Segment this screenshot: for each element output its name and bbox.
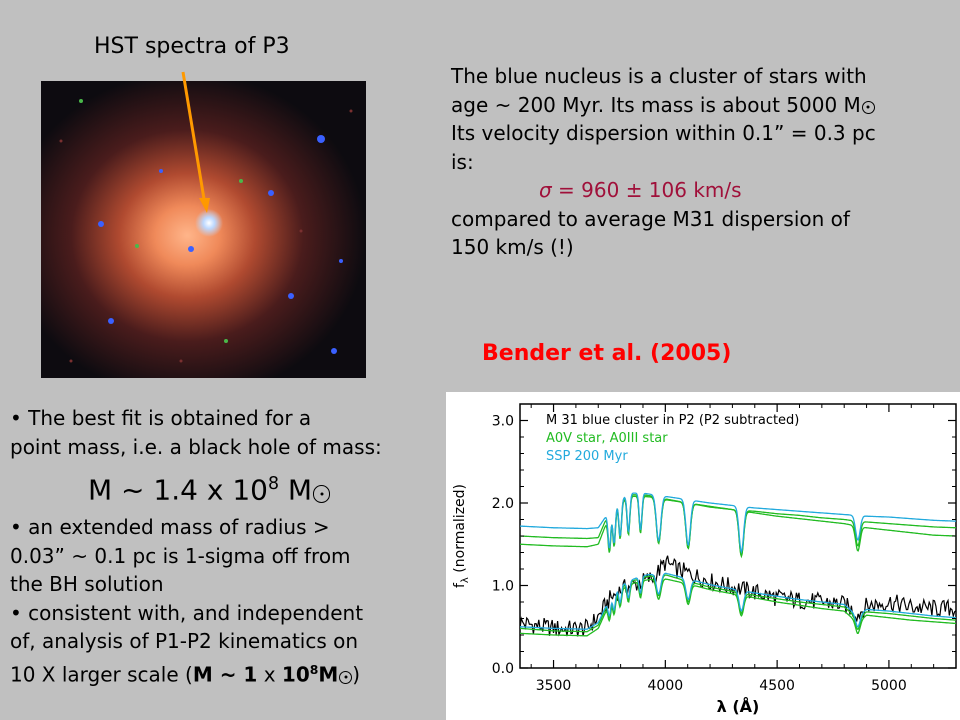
formula-exponent: 8 [267, 474, 279, 494]
nucleus-text-line: The blue nucleus is a cluster of stars w… [451, 64, 867, 88]
velocity-dispersion: σ = 960 ± 106 km/s [451, 176, 956, 205]
black-hole-mass-formula: M ~ 1.4 x 108 M [10, 461, 440, 513]
x-tick-label: 4500 [759, 678, 795, 694]
nucleus-text-line: compared to average M31 dispersion of [451, 206, 850, 231]
x-tick-label: 3500 [536, 678, 572, 694]
sigma-value: = 960 ± 106 km/s [551, 178, 742, 202]
sigma-symbol: σ [539, 178, 552, 202]
bullet-line: point mass, i.e. a black hole of mass: [10, 434, 382, 459]
solar-symbol-icon [339, 670, 353, 684]
legend: M 31 blue cluster in P2 (P2 subtracted) A… [546, 413, 799, 464]
reference-citation: Bender et al. (2005) [482, 341, 732, 366]
x-tick-label: 5000 [871, 678, 907, 694]
bullet-line: the BH solution [10, 572, 164, 597]
y-axis-label: fλ (normalized) [452, 484, 471, 588]
series-layer [519, 492, 957, 637]
legend-entry: A0V star, A0III star [546, 431, 668, 446]
nucleus-text-line: 150 km/s (!) [451, 235, 574, 259]
y-axis-units: (normalized) [452, 484, 468, 577]
mass-unit: M [318, 662, 339, 687]
conclusions: • The best fit is obtained for a point m… [10, 404, 440, 689]
bullet-line: of, analysis of P1-P2 kinematics on [10, 629, 359, 654]
bullet-line: • consistent with, and independent [10, 600, 364, 625]
nucleus-text-line: age ~ 200 Myr. Its mass is about 5000 M [451, 91, 956, 120]
mass-exponent: 8 [309, 661, 319, 677]
y-tick-label: 3.0 [492, 414, 514, 430]
legend-entry: M 31 blue cluster in P2 (P2 subtracted) [546, 413, 799, 428]
series-line [520, 578, 956, 637]
nucleus-text-line: Its velocity dispersion within 0.1” = 0.… [451, 121, 876, 145]
solar-symbol-icon [313, 485, 331, 503]
legend-entry: SSP 200 Myr [546, 449, 628, 464]
spectrum-plot: 3500 4000 4500 5000 0.0 1.0 2.0 3.0 M 31 blue c… [452, 403, 957, 716]
bullet-line: • an extended mass of radius > [10, 515, 330, 540]
galaxy-picture [41, 81, 366, 378]
image-label: HST spectra of P3 [94, 34, 290, 59]
solar-symbol-icon [861, 100, 875, 114]
series-line [520, 492, 957, 554]
y-tick-label: 2.0 [492, 496, 514, 512]
y-tick-label: 0.0 [492, 661, 514, 677]
x-tick-label: 4000 [648, 678, 684, 694]
bullet-text: 10 X larger scale ( [10, 662, 193, 687]
y-tick-label: 1.0 [492, 579, 514, 595]
formula-prefix: M ~ 1.4 x 10 [88, 473, 268, 507]
foreground-stars [98, 135, 343, 354]
y-axis-symbol: f [452, 582, 468, 588]
blue-nucleus [195, 209, 223, 237]
bullet-line: • The best fit is obtained for a [10, 406, 312, 430]
hst-galaxy-image [41, 81, 366, 378]
y-axis-subscript: λ [460, 577, 471, 583]
formula-unit: M [279, 473, 313, 507]
nucleus-text-line: is: [451, 149, 474, 174]
nucleus-description: The blue nucleus is a cluster of stars w… [451, 62, 956, 262]
times-sign: x [257, 662, 282, 687]
bullet-line: 0.03” ~ 0.1 pc is 1-sigma off from [10, 543, 351, 568]
bullet-line: 10 X larger scale (M ~ 1 x 108M) [10, 656, 440, 689]
series-line [520, 572, 957, 630]
x-axis-label: λ (Å) [717, 697, 760, 716]
close-paren: ) [352, 662, 361, 687]
axis-layer: 3500 4000 4500 5000 0.0 1.0 2.0 3.0 [492, 404, 957, 694]
red-stars [59, 109, 353, 363]
spectrum-chart: 3500 4000 4500 5000 0.0 1.0 2.0 3.0 M 31 blue c… [446, 392, 960, 720]
green-stars [79, 99, 243, 343]
nucleus-text-line-content: age ~ 200 Myr. Its mass is about 5000 M [451, 92, 861, 117]
mass-m: M ~ 1 [192, 662, 258, 687]
mass-power: 10 [281, 662, 310, 687]
